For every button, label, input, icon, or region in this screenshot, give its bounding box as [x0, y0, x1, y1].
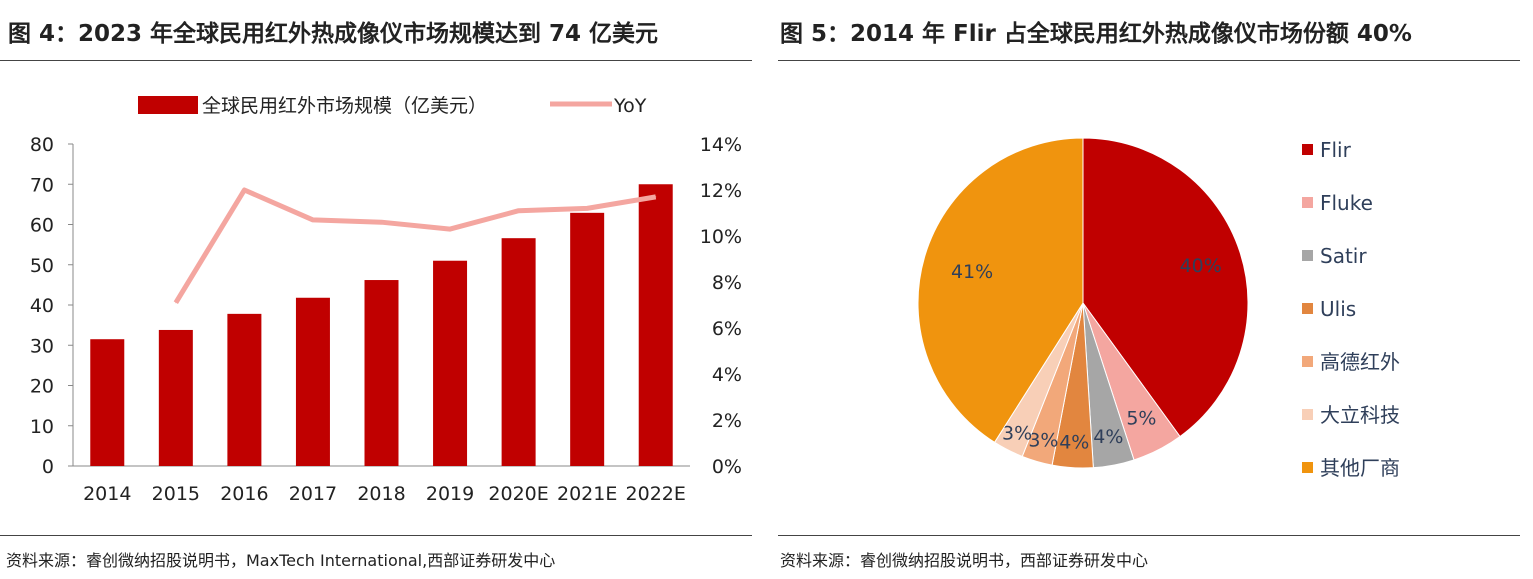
bar: [364, 280, 399, 466]
legend-swatch: [1302, 144, 1313, 155]
yoy-point: [518, 210, 520, 212]
legend-label: 高德红外: [1320, 350, 1400, 374]
figure5-pie-chart: 40%5%4%4%3%3%41%FlirFlukeSatirUlis高德红外大立…: [917, 137, 1400, 480]
figure5-panel: 图 5：2014 年 Flir 占全球民用红外热成像仪市场份额 40% 40% 5…: [778, 0, 1520, 579]
pie-slice: [917, 137, 1084, 444]
x-tick-label: 2018: [357, 483, 405, 505]
legend-label: 其他厂商: [1320, 456, 1400, 480]
legend-label-line: YoY: [613, 95, 647, 117]
x-tick-label: 2016: [220, 483, 268, 505]
y2-tick-label: 14%: [700, 134, 742, 156]
legend-label: Fluke: [1320, 191, 1373, 215]
legend-label: Satir: [1320, 244, 1367, 268]
legend-label: Ulis: [1320, 297, 1356, 321]
figure4-bottom-rule: [0, 535, 752, 536]
y2-tick-label: 12%: [700, 180, 742, 202]
y-tick-label: 0: [42, 456, 54, 478]
legend-label-bar: 全球民用红外市场规模（亿美元）: [202, 95, 487, 117]
yoy-point: [381, 221, 382, 223]
bar: [158, 329, 193, 466]
legend-swatch: [1302, 197, 1313, 208]
y-tick-label: 30: [30, 335, 54, 357]
bar: [570, 212, 605, 466]
x-tick-label: 2021E: [557, 483, 617, 505]
y2-tick-label: 2%: [712, 410, 742, 432]
pie-slice: [1082, 137, 1249, 438]
yoy-line: [173, 187, 657, 304]
bar: [501, 238, 536, 466]
y-tick-label: 20: [30, 376, 54, 398]
y-tick-label: 70: [30, 174, 54, 196]
yoy-point: [312, 219, 314, 221]
y2-tick-label: 8%: [712, 272, 742, 294]
bar: [90, 339, 125, 466]
bar: [227, 313, 262, 466]
x-tick-label: 2022E: [626, 483, 686, 505]
figure4-title: 图 4：2023 年全球民用红外热成像仪市场规模达到 74 亿美元: [8, 21, 659, 47]
legend-swatch: [1302, 462, 1313, 473]
figure4-combo-chart: 0 10 20 30 40 50 60 70 80 0% 2% 4% 6% 8% 10% 12% 14% 2014…: [30, 95, 742, 505]
x-tick-label: 2017: [289, 483, 337, 505]
bar: [295, 297, 330, 466]
legend-swatch: [1302, 356, 1313, 367]
x-tick-label: 2020E: [488, 483, 548, 505]
pie-data-label: 3%: [1028, 429, 1058, 451]
yoy-point: [449, 228, 451, 230]
y2-tick-label: 4%: [712, 364, 742, 386]
legend-swatch: [1302, 250, 1313, 261]
x-tick-label: 2015: [152, 483, 200, 505]
pie-data-label: 40%: [1180, 255, 1222, 277]
x-tick-label: 2014: [83, 483, 131, 505]
legend-swatch: [1302, 409, 1313, 420]
legend-swatch: [1302, 303, 1313, 314]
yoy-point: [586, 207, 588, 209]
bar: [433, 260, 468, 466]
figure5-source: 资料来源：睿创微纳招股说明书，西部证券研发中心: [780, 551, 1149, 570]
pie-data-label: 4%: [1059, 431, 1089, 453]
y-tick-label: 40: [30, 295, 54, 317]
y2-tick-label: 6%: [712, 318, 742, 340]
pie-data-label: 3%: [1002, 422, 1032, 444]
figure5-top-rule: [778, 60, 1520, 61]
legend-label: Flir: [1320, 138, 1352, 162]
figure5-title: 图 5：2014 年 Flir 占全球民用红外热成像仪市场份额 40%: [780, 21, 1412, 47]
x-tick-label: 2019: [426, 483, 474, 505]
legend-swatch-bar: [138, 96, 198, 114]
figure4-panel: 图 4：2023 年全球民用红外热成像仪市场规模达到 74 亿美元 0 10 20 3…: [0, 0, 752, 579]
y-tick-label: 50: [30, 255, 54, 277]
pie-data-label: 4%: [1093, 426, 1123, 448]
yoy-point: [243, 189, 245, 191]
pie-data-label: 41%: [951, 261, 993, 283]
yoy-point: [175, 302, 177, 304]
y-tick-label: 80: [30, 134, 54, 156]
legend-label: 大立科技: [1320, 403, 1400, 427]
y-tick-label: 10: [30, 416, 54, 438]
y2-tick-label: 0%: [712, 456, 742, 478]
bar: [638, 184, 673, 466]
yoy-point: [655, 196, 657, 198]
y-tick-label: 60: [30, 215, 54, 237]
figure4-source: 资料来源：睿创微纳招股说明书，MaxTech International,西部证…: [6, 551, 556, 570]
figure4-top-rule: [0, 60, 752, 61]
y2-tick-label: 10%: [700, 226, 742, 248]
pie-data-label: 5%: [1126, 408, 1156, 430]
figure5-bottom-rule: [778, 535, 1520, 536]
